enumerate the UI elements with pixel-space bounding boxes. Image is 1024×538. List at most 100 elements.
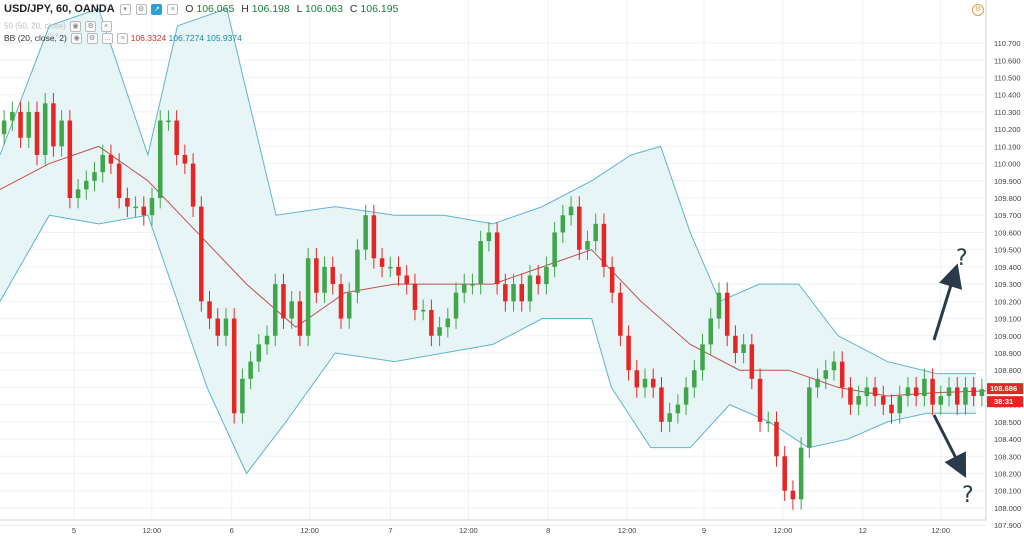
candle-body xyxy=(585,241,590,250)
y-tick-label: 110.000 xyxy=(994,160,1021,169)
candle-body xyxy=(544,266,549,285)
candle-body xyxy=(231,318,237,414)
y-tick-label: 109.400 xyxy=(994,263,1021,272)
candle-body xyxy=(922,378,927,397)
candle-body xyxy=(634,370,640,388)
candle-body xyxy=(305,258,311,336)
candle-body xyxy=(379,258,385,267)
high-label: H xyxy=(241,3,249,15)
candle-body xyxy=(207,301,212,319)
candle-body xyxy=(338,284,344,319)
y-tick-label: 109.100 xyxy=(994,315,1021,324)
compare-icon[interactable]: ↗ xyxy=(151,3,163,15)
candle-body xyxy=(149,198,155,216)
settings-mini-icon[interactable]: ⚙ xyxy=(135,3,147,15)
candle-body xyxy=(593,223,598,242)
candle-body xyxy=(92,172,97,181)
candle-body xyxy=(420,309,426,312)
y-tick-label: 110.600 xyxy=(994,56,1021,65)
candle-body xyxy=(642,378,648,388)
candle-body xyxy=(552,232,557,267)
close-series-icon[interactable]: × xyxy=(167,3,179,15)
arrow-down xyxy=(932,414,967,479)
candle-body xyxy=(527,275,533,302)
candle-body xyxy=(807,387,812,448)
question-mark-top: ? xyxy=(956,246,968,271)
candle-body xyxy=(182,154,188,164)
price-badge xyxy=(987,383,1023,395)
y-tick-label: 109.200 xyxy=(994,297,1021,306)
candle-body xyxy=(954,387,960,405)
candle-body xyxy=(618,292,623,336)
candle-body xyxy=(133,206,138,209)
chart-settings-icon[interactable]: ⚙ xyxy=(972,4,984,16)
candle-body xyxy=(971,387,976,397)
candle-body xyxy=(240,378,245,414)
bb-more-icon[interactable]: … xyxy=(101,33,113,45)
study-eye-icon[interactable]: ◉ xyxy=(70,21,82,32)
y-tick-label: 108.300 xyxy=(994,452,1021,461)
candle-body xyxy=(733,335,738,353)
study-settings-icon[interactable]: ⚙ xyxy=(85,21,97,32)
candle-body xyxy=(396,266,401,276)
bollinger-basis-line xyxy=(0,145,987,397)
x-tick-label: 7 xyxy=(388,526,392,535)
study-row: 50 (50, 20, close) ◉ ⚙ × xyxy=(4,21,112,32)
candle-body xyxy=(223,318,229,336)
candle-body xyxy=(174,120,179,155)
x-tick-label: 9 xyxy=(702,526,706,535)
candle-body xyxy=(872,387,878,397)
y-tick-label: 108.000 xyxy=(994,504,1021,513)
candle-body xyxy=(568,206,574,216)
candle-body xyxy=(897,396,902,414)
y-tick-label: 107.900 xyxy=(994,521,1021,530)
candle-body xyxy=(741,344,746,353)
study-close-icon[interactable]: × xyxy=(100,21,112,32)
candle-body xyxy=(445,318,451,328)
open-label: O xyxy=(185,3,194,15)
countdown-badge-text: 38:31 xyxy=(994,397,1013,406)
candle-body xyxy=(478,241,483,285)
candle-body xyxy=(815,378,820,388)
y-tick-label: 108.800 xyxy=(994,366,1021,375)
study-row-label[interactable]: 50 (50, 20, close) xyxy=(4,21,66,31)
bb-upper-value: 106.7274 xyxy=(168,33,204,43)
candle-body xyxy=(913,387,919,397)
candle-body xyxy=(511,284,516,302)
candle-body xyxy=(692,370,697,388)
candle-body xyxy=(199,206,204,302)
symbol-header: USD/JPY, 60, OANDA ▾ ⚙ ↗ × O 106.065 H 1… xyxy=(4,3,398,15)
y-tick-label: 109.300 xyxy=(994,280,1021,289)
bb-close-icon[interactable]: × xyxy=(117,33,129,45)
candle-body xyxy=(141,206,147,216)
candle-body xyxy=(774,421,779,457)
candle-body xyxy=(609,266,615,293)
candle-body xyxy=(724,292,730,336)
x-tick-label: 12:00 xyxy=(459,526,478,535)
y-tick-label: 109.700 xyxy=(994,211,1021,220)
candle-body xyxy=(716,292,722,319)
candle-body xyxy=(798,447,804,500)
bb-eye-icon[interactable]: ◉ xyxy=(71,33,83,45)
candle-body xyxy=(856,396,861,405)
bollinger-legend: BB (20, close, 2) ◉ ⚙ … × 106.3324 106.7… xyxy=(4,33,242,45)
countdown-badge xyxy=(987,396,1023,408)
bb-label[interactable]: BB (20, close, 2) xyxy=(4,33,67,43)
symbol-title[interactable]: USD/JPY, 60, OANDA xyxy=(4,3,115,15)
y-tick-label: 109.000 xyxy=(994,332,1021,341)
high-value: 106.198 xyxy=(251,3,290,15)
candle-body xyxy=(297,301,303,336)
candle-body xyxy=(10,111,15,121)
x-tick-label: 6 xyxy=(230,526,234,535)
candle-body xyxy=(18,111,23,138)
candle-body xyxy=(708,318,714,345)
candle-body xyxy=(248,361,253,379)
bollinger-lower-line xyxy=(0,214,977,475)
bb-lower-value: 105.9374 xyxy=(206,33,242,43)
x-tick-label: 12:00 xyxy=(773,526,792,535)
bb-settings-icon[interactable]: ⚙ xyxy=(86,33,98,45)
candle-body xyxy=(881,396,886,405)
symbol-menu-icon[interactable]: ▾ xyxy=(119,3,131,15)
candle-body xyxy=(577,206,582,250)
